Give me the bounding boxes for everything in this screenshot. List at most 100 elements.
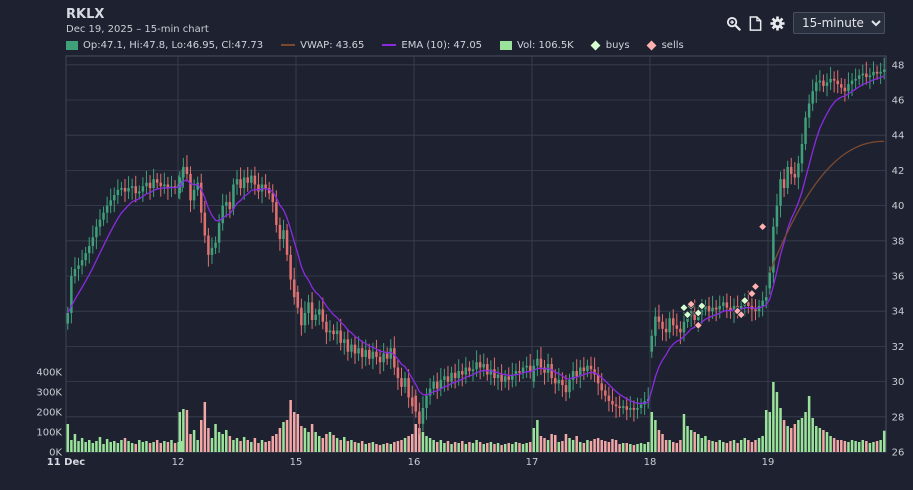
volume-bar (718, 440, 721, 452)
volume-bar (127, 441, 130, 452)
candle-body (536, 358, 539, 366)
volume-bar (113, 441, 116, 452)
volume-bar (396, 441, 400, 452)
candle-body (496, 374, 500, 379)
sell-marker (736, 310, 746, 320)
price-tick-label: 30 (892, 377, 905, 388)
candle-body (575, 371, 578, 377)
x-tick-label: 18 (644, 457, 657, 468)
candle-body (134, 186, 137, 194)
candle-body (840, 84, 843, 88)
volume-bar (571, 440, 575, 452)
candle-body (604, 390, 607, 396)
candle-body (141, 186, 145, 192)
volume-bar (643, 444, 646, 452)
volume-bar (800, 418, 804, 452)
volume-bar (564, 434, 568, 452)
zoom-in-icon[interactable] (725, 15, 741, 31)
candle-body (239, 179, 242, 188)
volume-bar (482, 444, 485, 452)
volume-bar (875, 441, 879, 452)
candle-body (668, 318, 671, 333)
volume-bar (432, 440, 435, 452)
candle-body (185, 166, 189, 174)
legend-ohlc-text: Op:47.1, Hi:47.8, Lo:46.95, Cl:47.73 (83, 39, 264, 51)
volume-bar (378, 445, 382, 452)
legend-sells-text: sells (661, 39, 684, 51)
volume-bar (364, 444, 367, 452)
volume-bar (225, 430, 228, 452)
volume-bar (682, 414, 686, 452)
volume-bar (221, 434, 224, 452)
price-tick-label: 46 (892, 96, 905, 107)
gear-icon[interactable] (769, 15, 785, 31)
candle-body (507, 376, 511, 380)
volume-bar (872, 442, 875, 452)
volume-bar (668, 440, 671, 452)
candle-body (461, 371, 464, 375)
candle-body (264, 184, 267, 188)
candle-body (657, 316, 661, 322)
volume-bar (761, 436, 764, 452)
price-tick-label: 48 (892, 60, 905, 71)
candle-body (235, 179, 239, 185)
candle-body (278, 224, 282, 240)
sell-marker (693, 320, 703, 330)
x-tick-label: 17 (526, 457, 539, 468)
volume-bar (339, 440, 342, 452)
volume-bar (475, 440, 478, 452)
volume-bar (600, 440, 603, 452)
candle-body (707, 305, 711, 312)
volume-bar (764, 410, 768, 452)
candle-body (346, 339, 350, 352)
volume-bar (446, 441, 450, 452)
candle-body (865, 73, 868, 78)
candle-body (102, 212, 105, 220)
candle-body (464, 367, 468, 375)
candle-body (621, 406, 625, 408)
volume-bar (532, 428, 536, 452)
candle-body (850, 80, 854, 85)
candle-body (568, 379, 571, 393)
candle-body (242, 177, 246, 188)
candle-body (632, 408, 636, 410)
candle-body (739, 305, 743, 310)
volume-bar (335, 438, 339, 452)
volume-bar (593, 439, 596, 452)
candle-body (317, 309, 321, 315)
vwap-line-swatch (281, 44, 296, 46)
legend-volume-text: Vol: 106.5K (517, 39, 574, 51)
volume-bar (793, 424, 797, 452)
candle-body (385, 353, 389, 359)
interval-select[interactable]: 15-minute (793, 12, 885, 34)
volume-bar (235, 438, 239, 452)
volume-bar (654, 420, 657, 452)
volume-bar (747, 440, 750, 452)
candle-body (109, 200, 112, 206)
candle-body (671, 318, 675, 326)
candle-body (116, 189, 120, 196)
document-icon[interactable] (747, 15, 763, 31)
volume-bar (882, 430, 886, 452)
candle-body (267, 188, 271, 194)
volume-bar (105, 439, 109, 452)
candle-body (693, 311, 696, 320)
candle-body (457, 371, 460, 379)
volume-bar (618, 444, 621, 452)
volume-bar (435, 442, 439, 452)
candle-body (182, 166, 185, 178)
candle-body (607, 395, 611, 401)
candle-body (475, 362, 478, 370)
candle-body (163, 184, 166, 187)
candle-body (321, 309, 325, 322)
candle-body (586, 365, 589, 372)
volume-bar (314, 432, 317, 452)
volume-bar (246, 440, 249, 452)
volume-bar (95, 441, 98, 452)
candle-body (815, 82, 818, 92)
candle-body (650, 335, 654, 352)
volume-bar (514, 442, 518, 452)
volume-bar (503, 444, 507, 452)
candle-body (675, 325, 679, 329)
